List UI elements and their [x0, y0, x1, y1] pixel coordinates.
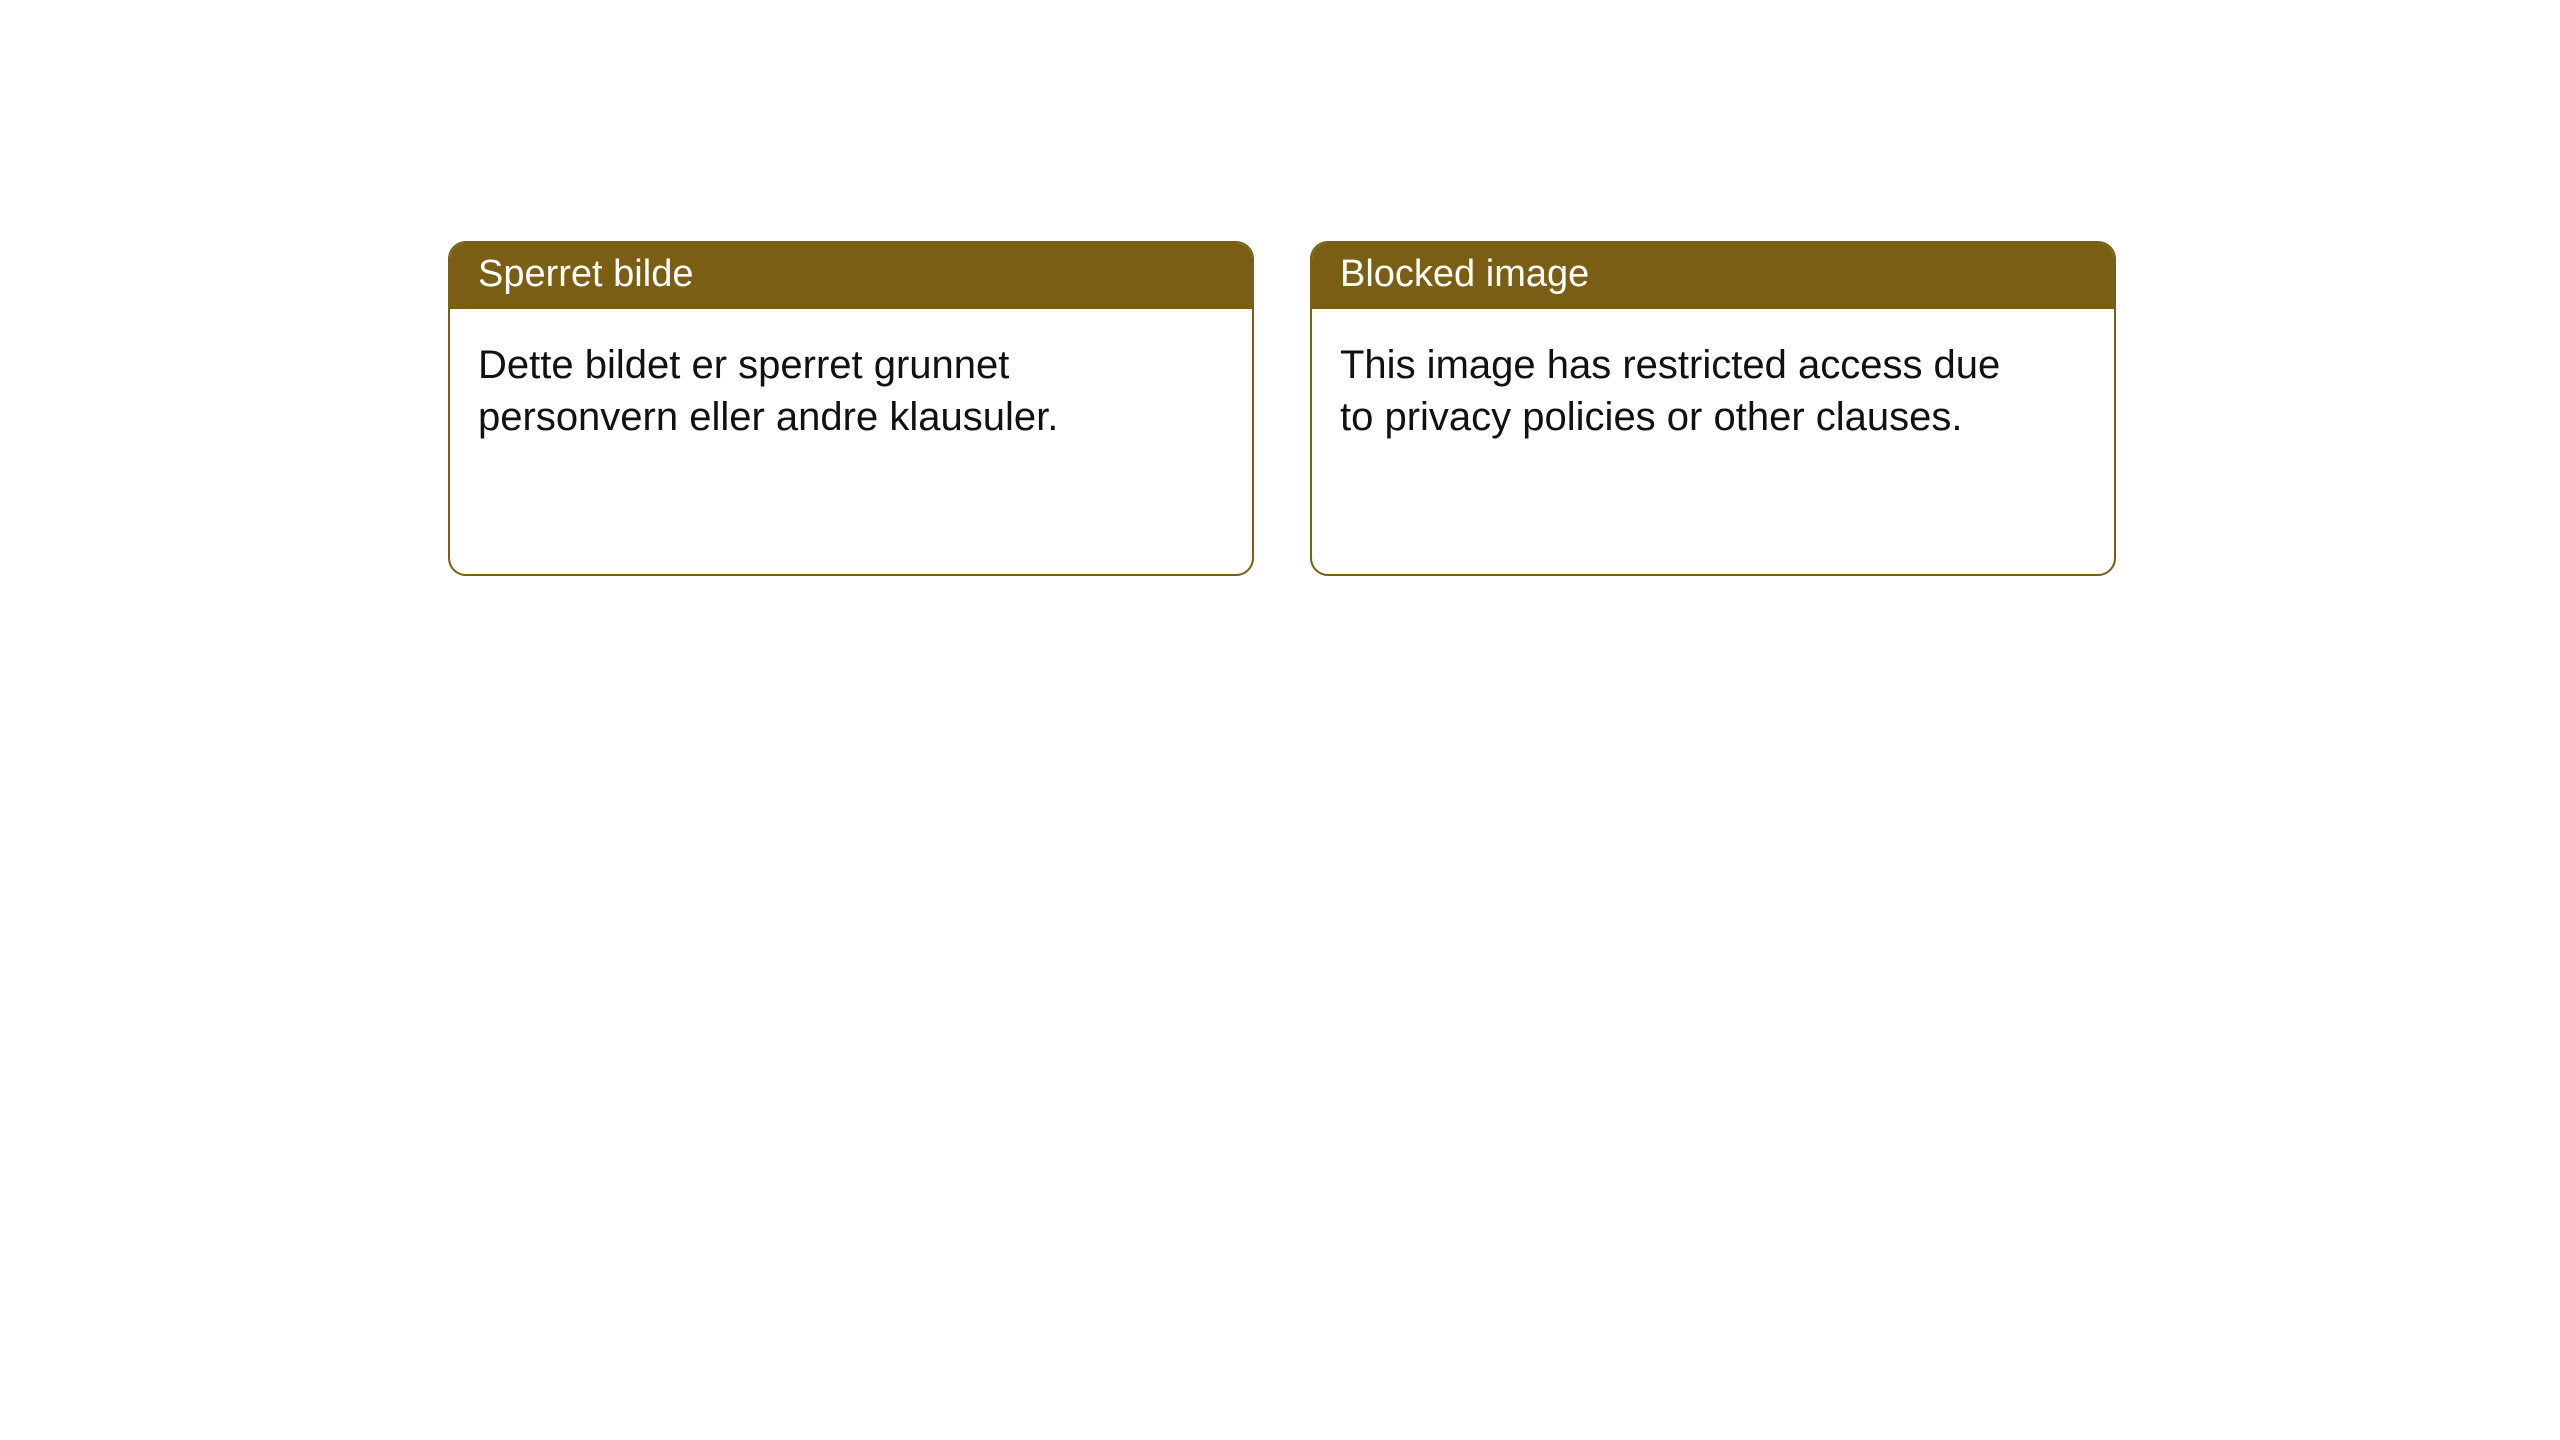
- panel-header-en: Blocked image: [1312, 243, 2114, 309]
- panel-body-no: Dette bildet er sperret grunnet personve…: [450, 309, 1252, 473]
- panel-body-en: This image has restricted access due to …: [1312, 309, 2114, 473]
- panel-header-no: Sperret bilde: [450, 243, 1252, 309]
- panel-body-text-no: Dette bildet er sperret grunnet personve…: [478, 339, 1158, 443]
- blocked-image-panel-no: Sperret bilde Dette bildet er sperret gr…: [448, 241, 1254, 576]
- blocked-image-panel-en: Blocked image This image has restricted …: [1310, 241, 2116, 576]
- notice-container: Sperret bilde Dette bildet er sperret gr…: [448, 241, 2116, 576]
- panel-body-text-en: This image has restricted access due to …: [1340, 339, 2020, 443]
